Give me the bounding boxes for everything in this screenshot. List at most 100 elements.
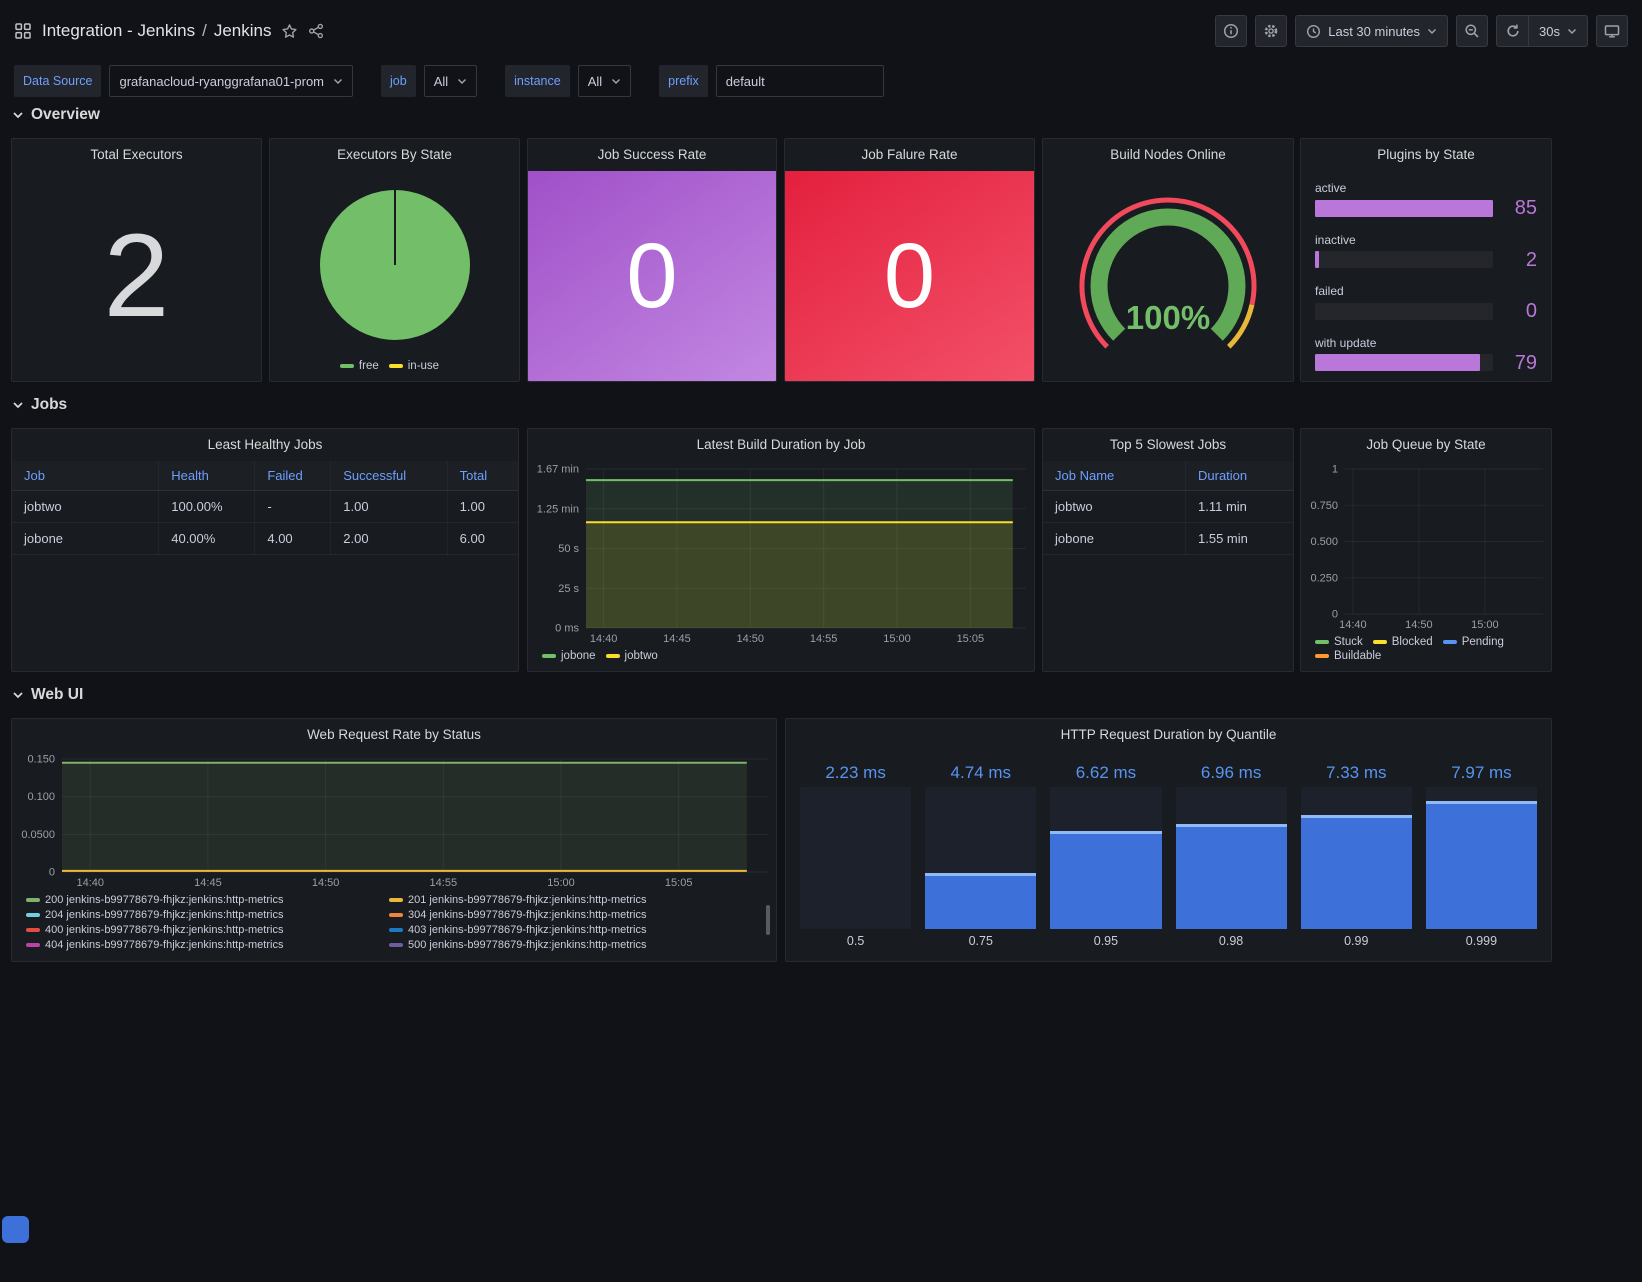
panel-title[interactable]: Job Falure Rate — [861, 147, 958, 162]
column-header[interactable]: Duration — [1185, 461, 1293, 491]
bar-x-label: 0.98 — [1218, 934, 1244, 948]
stat-value: 2 — [103, 210, 170, 342]
refresh-interval-picker[interactable]: 30s — [1528, 15, 1588, 47]
svg-text:1: 1 — [1332, 464, 1338, 476]
bar-label: inactive — [1315, 232, 1356, 247]
legend-item[interactable]: 403 jenkins-b99778679-fhjkz:jenkins:http… — [389, 924, 742, 936]
panel-title[interactable]: Latest Build Duration by Job — [696, 437, 866, 452]
legend-label: Blocked — [1391, 636, 1433, 648]
panel-title[interactable]: Total Executors — [90, 147, 183, 162]
kiosk-mode-button[interactable] — [1596, 15, 1628, 47]
job-select[interactable]: All — [423, 65, 478, 97]
bar-gauge-row: inactive 2 — [1315, 233, 1537, 270]
table-cell: 1.00 — [330, 490, 448, 523]
panel-title[interactable]: HTTP Request Duration by Quantile — [1060, 727, 1277, 742]
instance-select[interactable]: All — [577, 65, 632, 97]
legend-item[interactable]: Stuck — [1315, 636, 1363, 648]
svg-text:1.67 min: 1.67 min — [537, 464, 579, 476]
bottom-left-badge[interactable] — [2, 1216, 29, 1243]
bar-fill — [1315, 199, 1493, 217]
dashboard-info-button[interactable] — [1215, 15, 1248, 47]
section-overview[interactable]: Overview — [12, 103, 100, 127]
bar-track — [1315, 199, 1493, 217]
svg-text:14:40: 14:40 — [76, 877, 104, 889]
share-icon[interactable] — [308, 23, 324, 39]
bar-value: 6.96 ms — [1200, 763, 1262, 782]
job-value: All — [433, 73, 449, 89]
legend-item[interactable]: jobone — [542, 650, 596, 662]
breadcrumb-folder[interactable]: Integration - Jenkins — [42, 21, 196, 40]
table-cell: 40.00% — [158, 522, 256, 555]
zoom-out-time-button[interactable] — [1456, 15, 1489, 47]
time-series-chart[interactable]: 1 0.750 0.500 0.250 0 14:40 14:50 15:00 — [1301, 461, 1551, 634]
time-series-chart[interactable]: 0.150 0.100 0.0500 0 14:40 14:45 14:50 14:55 15:… — [12, 751, 776, 892]
table-cell: - — [254, 490, 332, 523]
panel-http-request-duration: HTTP Request Duration by Quantile 2.23 m… — [785, 718, 1552, 962]
panel-title[interactable]: Top 5 Slowest Jobs — [1109, 437, 1227, 452]
legend-scrollbar[interactable] — [766, 905, 770, 935]
legend-item[interactable]: free — [339, 360, 379, 372]
bar-x-label: 0.5 — [846, 934, 865, 948]
column-header[interactable]: Total — [447, 461, 518, 491]
svg-text:0 ms: 0 ms — [555, 623, 579, 635]
legend-item[interactable]: 204 jenkins-b99778679-fhjkz:jenkins:http… — [26, 909, 379, 921]
var-label-instance: instance — [505, 65, 570, 97]
column-header[interactable]: Failed — [254, 461, 332, 491]
legend-item[interactable]: in-use — [388, 360, 439, 372]
datasource-select[interactable]: grafanacloud-ryanggrafana01-prom — [109, 65, 353, 97]
dashboard-settings-button[interactable] — [1255, 15, 1288, 47]
legend-item[interactable]: 500 jenkins-b99778679-fhjkz:jenkins:http… — [389, 939, 742, 951]
bar-track — [1315, 251, 1493, 269]
var-label-prefix: prefix — [659, 65, 708, 97]
legend-item[interactable]: 304 jenkins-b99778679-fhjkz:jenkins:http… — [389, 909, 742, 921]
svg-text:15:05: 15:05 — [957, 633, 985, 645]
table-cell: 1.11 min — [1185, 490, 1293, 523]
stat-colored-background: 0 — [528, 171, 776, 381]
legend-swatch-icon — [339, 364, 354, 368]
section-web-ui[interactable]: Web UI — [12, 683, 83, 707]
gear-icon — [1264, 24, 1278, 38]
chart-legend: 200 jenkins-b99778679-fhjkz:jenkins:http… — [12, 892, 776, 961]
pie-chart[interactable] — [270, 171, 519, 358]
refresh-group: 30s — [1496, 15, 1588, 47]
apps-grid-icon[interactable] — [14, 22, 32, 40]
legend-swatch-icon — [389, 898, 403, 902]
instance-value: All — [587, 73, 603, 89]
panel-title[interactable]: Job Queue by State — [1366, 437, 1486, 452]
panel-title[interactable]: Plugins by State — [1377, 147, 1475, 162]
legend-item[interactable]: 400 jenkins-b99778679-fhjkz:jenkins:http… — [26, 924, 379, 936]
column-header[interactable]: Job — [12, 461, 160, 491]
legend-item[interactable]: 200 jenkins-b99778679-fhjkz:jenkins:http… — [26, 894, 379, 906]
star-icon[interactable] — [281, 23, 298, 40]
legend-item[interactable]: Pending — [1442, 636, 1504, 648]
panel-title[interactable]: Executors By State — [337, 147, 452, 162]
legend-item[interactable]: Buildable — [1315, 650, 1381, 662]
panel-title[interactable]: Job Success Rate — [597, 147, 707, 162]
svg-text:0: 0 — [1332, 609, 1338, 621]
column-header[interactable]: Successful — [330, 461, 448, 491]
time-range-picker[interactable]: Last 30 minutes — [1295, 15, 1449, 47]
panel-build-nodes-online: Build Nodes Online 100% — [1042, 138, 1294, 382]
panel-job-queue-by-state: Job Queue by State 1 0.750 0.500 0.250 0 14:4… — [1300, 428, 1552, 672]
panel-title[interactable]: Least Healthy Jobs — [207, 437, 323, 452]
legend-item[interactable]: 404 jenkins-b99778679-fhjkz:jenkins:http… — [26, 939, 379, 951]
breadcrumb-dashboard[interactable]: Jenkins — [213, 21, 272, 40]
section-jobs[interactable]: Jobs — [12, 393, 67, 417]
panel-total-executors: Total Executors 2 — [11, 138, 262, 382]
chevron-down-icon — [13, 692, 23, 699]
time-series-chart[interactable]: 1.67 min 1.25 min 50 s 25 s 0 ms 14:40 14:45 14… — [528, 461, 1034, 648]
time-range-label: Last 30 minutes — [1328, 23, 1421, 39]
refresh-button[interactable] — [1496, 15, 1529, 47]
top-bar: Integration - Jenkins / Jenkins Last 30 … — [0, 0, 1642, 62]
legend-item[interactable]: Blocked — [1372, 636, 1433, 648]
column-header[interactable]: Job Name — [1043, 461, 1186, 491]
bar-fill — [1050, 831, 1162, 929]
panel-title[interactable]: Build Nodes Online — [1110, 147, 1226, 162]
bar-track — [1300, 787, 1412, 929]
legend-item[interactable]: jobtwo — [605, 650, 658, 662]
prefix-input[interactable] — [715, 65, 884, 97]
column-header[interactable]: Health — [158, 461, 256, 491]
panel-title[interactable]: Web Request Rate by Status — [307, 727, 481, 742]
legend-item[interactable]: 201 jenkins-b99778679-fhjkz:jenkins:http… — [389, 894, 742, 906]
legend-label: Pending — [1461, 636, 1504, 648]
